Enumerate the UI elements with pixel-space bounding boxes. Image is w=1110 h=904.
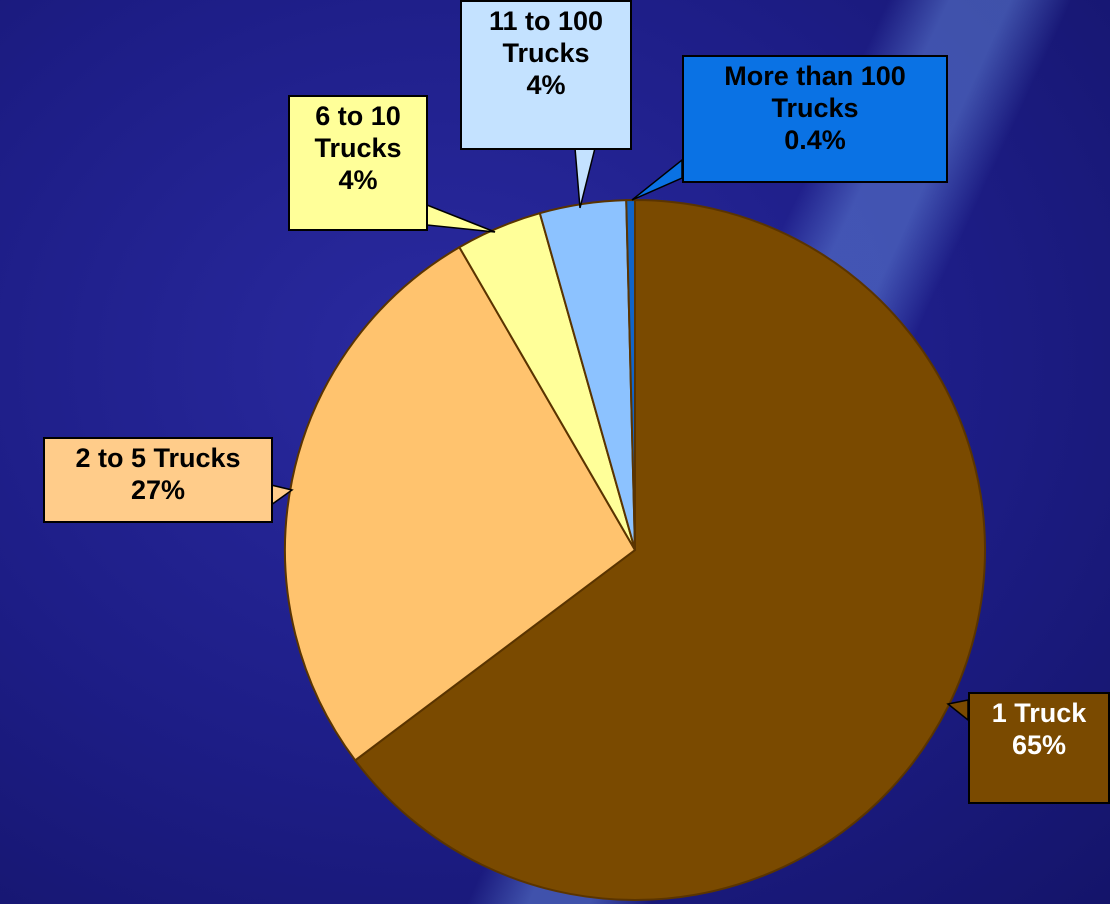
data-label: 2 to 5 Trucks 27% [43,437,273,523]
label-value: 27% [130,475,186,505]
label-category: 1 Truck [991,698,1087,728]
data-label: More than 100 Trucks 0.4% [682,55,948,183]
data-label: 6 to 10 Trucks 4% [288,95,428,231]
data-label: 1 Truck 65% [968,692,1110,804]
label-pointer [426,203,496,233]
label-category: 2 to 5 Trucks [75,443,241,473]
pie-slice [284,245,637,762]
label-value: 0.4% [784,125,846,155]
label-value: 4% [526,70,566,100]
label-category: 11 to 100 Trucks [488,6,604,68]
pie-slice [353,198,986,901]
data-label: 11 to 100 Trucks 4% [460,0,632,150]
label-pointer [946,699,969,722]
label-pointer [631,158,683,201]
label-category: More than 100 Trucks [724,61,906,123]
label-value: 65% [1011,730,1067,760]
label-pointer [574,147,596,209]
label-value: 4% [338,165,378,195]
label-category: 6 to 10 Trucks [314,101,402,163]
pie-slice [625,198,636,551]
